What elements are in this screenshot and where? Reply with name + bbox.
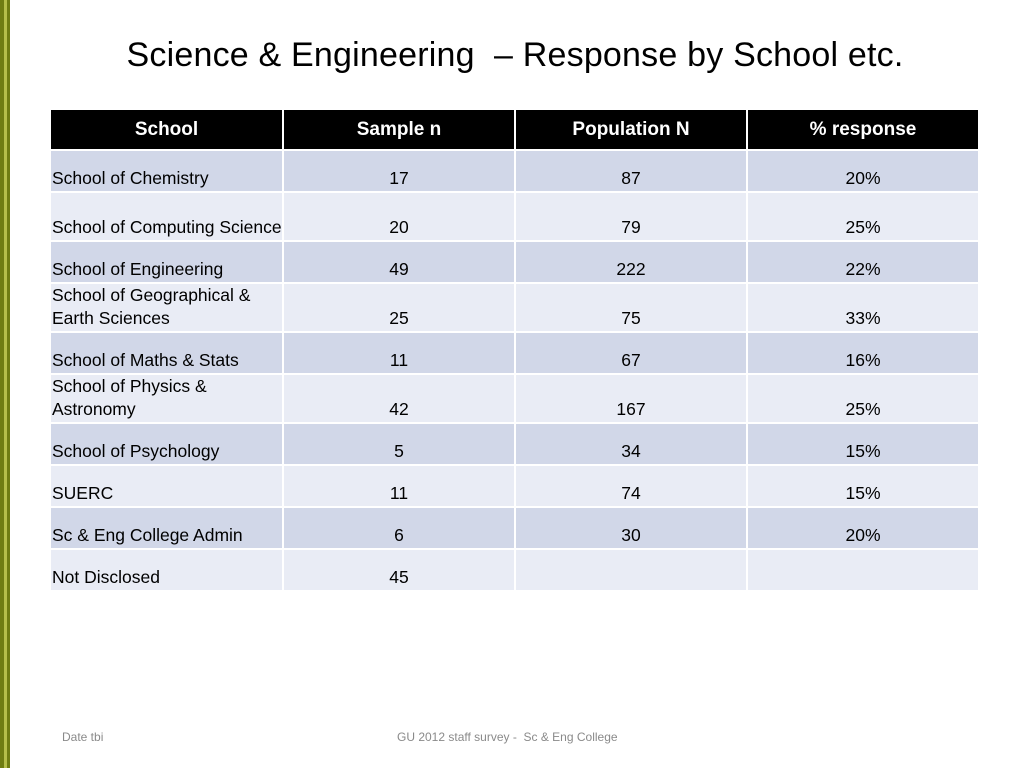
cell-population-n: 30	[515, 507, 748, 550]
cell-school: School of Computing Science	[51, 192, 284, 242]
cell-school: School of Geographical & Earth Sciences	[51, 283, 284, 333]
footer-date: Date tbi	[62, 730, 104, 744]
cell-percent-response: 20%	[747, 151, 978, 193]
response-table: School Sample n Population N % response …	[51, 110, 978, 592]
cell-percent-response: 25%	[747, 192, 978, 242]
table-body: School of Chemistry 17 87 20% School of Comp…	[51, 149, 978, 592]
cell-school: School of Maths & Stats	[51, 332, 284, 375]
cell-population-n: 75	[515, 283, 748, 333]
cell-sample-n: 11	[283, 332, 516, 375]
table-row: School of Engineering 49 222 22%	[51, 241, 978, 284]
table-row: Sc & Eng College Admin 6 30 20%	[51, 507, 978, 550]
accent-stripe-light	[4, 0, 7, 768]
cell-population-n: 167	[515, 374, 748, 424]
cell-sample-n: 42	[283, 374, 516, 424]
header-population-n: Population N	[515, 110, 748, 149]
cell-percent-response: 33%	[747, 283, 978, 333]
cell-population-n: 222	[515, 241, 748, 284]
cell-school: Not Disclosed	[51, 549, 284, 592]
cell-population-n	[515, 549, 748, 592]
accent-bar	[0, 0, 10, 768]
cell-sample-n: 17	[283, 151, 516, 193]
table-row: SUERC 11 74 15%	[51, 465, 978, 508]
cell-sample-n: 11	[283, 465, 516, 508]
table-row: School of Geographical & Earth Sciences 2…	[51, 283, 978, 333]
cell-percent-response: 15%	[747, 423, 978, 466]
cell-percent-response: 15%	[747, 465, 978, 508]
cell-school: School of Engineering	[51, 241, 284, 284]
cell-population-n: 34	[515, 423, 748, 466]
table-row: School of Psychology 5 34 15%	[51, 423, 978, 466]
cell-population-n: 74	[515, 465, 748, 508]
cell-sample-n: 49	[283, 241, 516, 284]
cell-sample-n: 6	[283, 507, 516, 550]
accent-stripe-dark	[0, 0, 4, 768]
table-row: School of Physics & Astronomy 42 167 25%	[51, 374, 978, 424]
cell-population-n: 67	[515, 332, 748, 375]
table-row: Not Disclosed 45	[51, 549, 978, 592]
table-row: School of Maths & Stats 11 67 16%	[51, 332, 978, 375]
table-row: School of Chemistry 17 87 20%	[51, 151, 978, 193]
cell-percent-response: 16%	[747, 332, 978, 375]
table-row: School of Computing Science 20 79 25%	[51, 192, 978, 242]
slide-title: Science & Engineering – Response by Scho…	[126, 36, 904, 74]
cell-percent-response: 22%	[747, 241, 978, 284]
cell-percent-response: 20%	[747, 507, 978, 550]
header-sample-n: Sample n	[283, 110, 516, 149]
cell-population-n: 87	[515, 151, 748, 193]
accent-stripe-dark-2	[7, 0, 10, 768]
cell-sample-n: 45	[283, 549, 516, 592]
table-header-row: School Sample n Population N % response	[51, 110, 978, 149]
header-school: School	[51, 110, 284, 149]
cell-sample-n: 5	[283, 423, 516, 466]
header-percent-response: % response	[747, 110, 978, 149]
cell-school: School of Physics & Astronomy	[51, 374, 284, 424]
footer-title: GU 2012 staff survey - Sc & Eng College	[397, 730, 618, 744]
cell-school: Sc & Eng College Admin	[51, 507, 284, 550]
cell-percent-response	[747, 549, 978, 592]
cell-school: SUERC	[51, 465, 284, 508]
header-spacer	[51, 149, 978, 151]
cell-sample-n: 25	[283, 283, 516, 333]
cell-sample-n: 20	[283, 192, 516, 242]
cell-school: School of Chemistry	[51, 151, 284, 193]
cell-percent-response: 25%	[747, 374, 978, 424]
cell-school: School of Psychology	[51, 423, 284, 466]
cell-population-n: 79	[515, 192, 748, 242]
